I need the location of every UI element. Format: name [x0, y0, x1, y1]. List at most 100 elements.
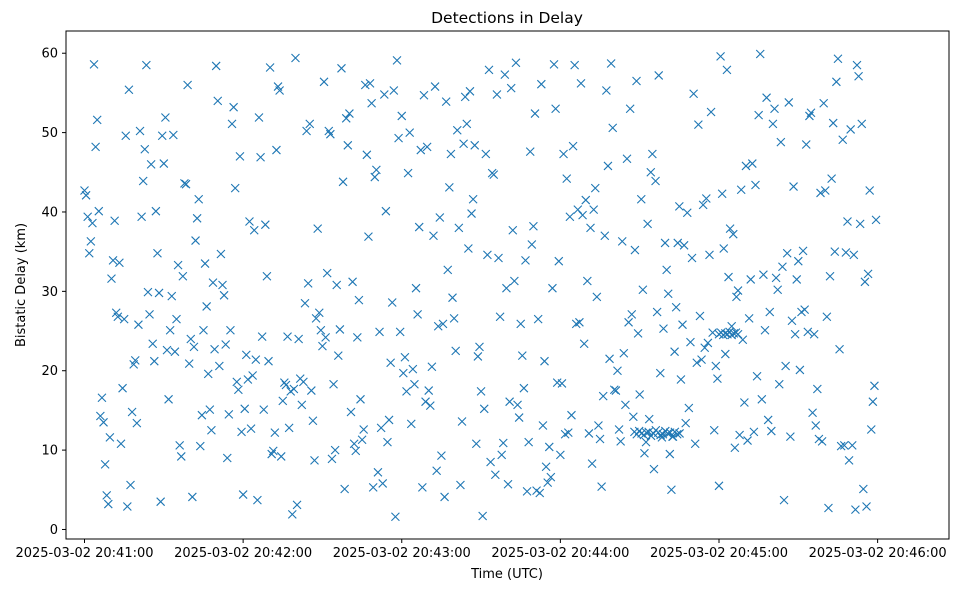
data-point: [278, 396, 288, 406]
data-point: [475, 342, 484, 352]
data-point: [178, 271, 188, 281]
data-point: [243, 375, 253, 384]
data-point: [779, 495, 789, 505]
data-point: [855, 219, 865, 229]
data-point: [517, 351, 527, 361]
data-point: [230, 183, 240, 193]
data-point: [392, 55, 402, 65]
x-tick-label: 2025-03-02 20:42:00: [174, 546, 312, 561]
data-point: [833, 54, 843, 64]
data-point: [732, 292, 741, 302]
data-point: [205, 405, 215, 415]
data-point: [649, 464, 659, 474]
data-point: [633, 329, 643, 338]
data-point: [656, 430, 665, 440]
data-point: [371, 165, 381, 175]
data-point: [536, 79, 546, 89]
data-point: [354, 295, 364, 305]
data-point: [640, 448, 649, 458]
data-point: [224, 409, 234, 419]
data-point: [365, 78, 375, 88]
data-point: [665, 449, 675, 459]
data-point: [270, 428, 280, 438]
data-point: [329, 379, 338, 389]
data-point: [465, 86, 475, 96]
data-point: [173, 260, 183, 270]
data-point: [189, 342, 199, 352]
data-point: [778, 262, 787, 272]
data-point: [670, 347, 679, 357]
data-points: [80, 49, 881, 522]
data-point: [527, 240, 537, 249]
data-point: [335, 325, 345, 334]
data-point: [785, 432, 795, 441]
data-point: [768, 119, 778, 129]
data-point: [297, 400, 307, 410]
data-point: [391, 512, 400, 522]
data-point: [137, 212, 146, 222]
data-point: [727, 321, 737, 331]
data-point: [338, 177, 348, 187]
data-point: [805, 111, 814, 121]
data-point: [181, 179, 191, 189]
data-point: [595, 434, 605, 444]
data-point: [149, 356, 159, 366]
data-point: [395, 327, 405, 337]
data-point: [235, 152, 245, 161]
data-point: [806, 108, 816, 118]
data-point: [253, 495, 262, 505]
data-point: [687, 253, 697, 263]
data-point: [405, 128, 415, 137]
data-point: [628, 412, 638, 422]
data-point: [690, 439, 700, 449]
x-tick-label: 2025-03-02 20:43:00: [333, 546, 471, 561]
y-tick-label: 40: [41, 205, 58, 220]
data-point: [140, 144, 150, 154]
data-point: [513, 400, 522, 410]
data-point: [708, 328, 718, 338]
data-point: [519, 383, 529, 393]
data-point: [310, 456, 319, 465]
data-point: [115, 258, 124, 268]
data-point: [379, 90, 389, 99]
data-point: [560, 429, 570, 439]
data-point: [673, 238, 683, 248]
data-point: [681, 418, 691, 428]
data-point: [348, 277, 357, 287]
data-point: [582, 276, 592, 286]
data-point: [118, 383, 127, 393]
data-point: [251, 355, 261, 365]
data-point: [219, 290, 229, 300]
data-point: [349, 439, 359, 449]
data-point: [808, 408, 817, 418]
data-point: [659, 324, 668, 334]
data-point: [573, 205, 583, 214]
data-point: [143, 287, 153, 297]
data-point: [138, 176, 148, 186]
data-point: [535, 488, 545, 498]
data-point: [644, 414, 654, 424]
data-point: [751, 180, 760, 190]
data-point: [776, 137, 786, 147]
data-point: [237, 427, 246, 437]
data-point: [141, 60, 151, 70]
data-point: [812, 384, 822, 394]
data-point: [345, 109, 354, 118]
data-point: [88, 218, 97, 228]
data-point: [700, 343, 710, 353]
data-point: [449, 313, 459, 323]
data-point: [84, 248, 94, 258]
data-point: [157, 131, 167, 141]
data-point: [866, 425, 876, 434]
data-point: [525, 147, 535, 157]
data-point: [701, 194, 711, 203]
data-point: [91, 142, 100, 152]
data-point: [308, 416, 318, 426]
data-point: [757, 394, 767, 404]
data-point: [773, 285, 783, 295]
data-point: [500, 70, 510, 80]
data-point: [476, 386, 486, 396]
x-axis: 2025-03-02 20:41:00 2025-03-02 20:42:00 20…: [15, 539, 947, 561]
data-point: [463, 244, 473, 253]
